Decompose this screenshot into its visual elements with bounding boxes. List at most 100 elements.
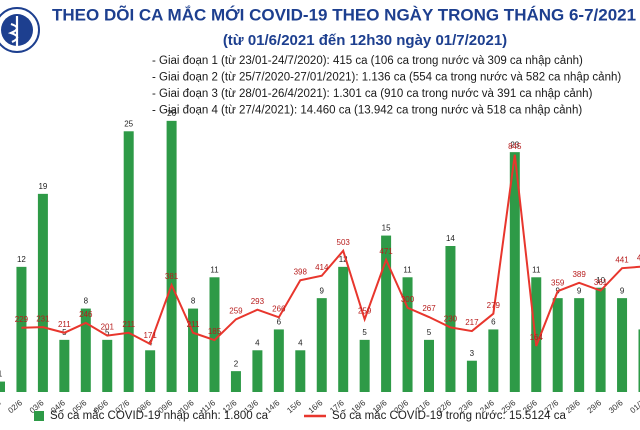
bar	[359, 339, 370, 392]
bar-value-label: 25	[124, 119, 133, 128]
bar-value-label: 3	[470, 349, 475, 358]
bar-value-label: 12	[17, 255, 26, 264]
annotation: - Giai đoạn 3 (từ 28/01-26/4/2021): 1.30…	[152, 88, 593, 100]
bar-value-label: 11	[210, 265, 219, 274]
bar	[230, 371, 241, 392]
line-value-label: 361	[594, 278, 608, 287]
bar-value-label: 23	[510, 140, 519, 149]
bar-value-label: 9	[620, 286, 625, 295]
bar	[424, 339, 434, 392]
line-value-label: 414	[315, 263, 329, 272]
bar	[466, 360, 477, 392]
x-tick-label: 01/6	[0, 398, 3, 415]
bar-value-label: 4	[298, 338, 303, 347]
line-value-label: 211	[187, 320, 200, 329]
bar-value-label: 11	[403, 265, 412, 274]
chart-title: THEO DÕI CA MẮC MỚI COVID-19 THEO NGÀY T…	[52, 4, 636, 24]
line-value-label: 211	[122, 320, 135, 329]
line	[21, 154, 640, 347]
x-tick-label: 30/6	[607, 398, 625, 415]
line-value-label: 217	[465, 318, 479, 327]
bar	[102, 339, 113, 392]
line-value-label: 259	[358, 306, 372, 315]
line-value-label: 229	[15, 315, 29, 324]
line-value-label: 259	[229, 306, 243, 315]
bar	[445, 246, 456, 392]
bar-value-label: 9	[320, 286, 325, 295]
line-value-label: 441	[615, 255, 629, 264]
bar-value-label: 5	[105, 328, 110, 337]
line-value-label: 164	[530, 333, 544, 342]
bar-value-label: 8	[191, 297, 196, 306]
x-tick-label: 15/6	[285, 398, 303, 415]
bar	[145, 350, 156, 392]
legend-swatch	[34, 411, 44, 421]
bar	[166, 120, 177, 392]
bar	[488, 329, 499, 392]
bar	[123, 131, 134, 393]
line-value-label: 389	[572, 270, 586, 279]
line-value-label: 845	[508, 142, 522, 151]
bar-value-label: 4	[255, 338, 260, 347]
x-tick-label: 01/7	[628, 398, 640, 415]
bar	[574, 298, 585, 392]
bar	[595, 287, 606, 392]
bar	[209, 277, 220, 392]
bar-value-label: 5	[362, 328, 367, 337]
line-value-label: 503	[337, 238, 351, 247]
bar-value-label: 10	[596, 276, 605, 285]
bar	[338, 266, 349, 392]
line-value-label: 201	[101, 323, 115, 332]
bar	[617, 298, 628, 392]
bar	[37, 193, 48, 392]
bar	[402, 277, 413, 392]
x-tick-label: 02/6	[6, 398, 24, 415]
bar-value-label: 5	[427, 328, 432, 337]
bar	[80, 308, 91, 392]
bar-value-label: 9	[577, 286, 582, 295]
annotation: - Giai đoạn 1 (từ 23/01-24/7/2020): 415 …	[152, 55, 583, 67]
bar-value-label: 26	[167, 109, 176, 118]
logo	[0, 7, 40, 53]
bar	[509, 152, 520, 392]
bar-value-label: 2	[234, 359, 239, 368]
bar	[273, 329, 284, 392]
line-value-label: 447	[637, 254, 640, 263]
line-value-label: 267	[422, 304, 436, 313]
bar	[16, 266, 27, 392]
bar	[381, 235, 392, 392]
line-value-label: 381	[165, 272, 179, 281]
line-value-label: 279	[487, 301, 501, 310]
line-value-label: 293	[251, 297, 265, 306]
line-value-label: 398	[294, 267, 308, 276]
bar-value-label: 12	[339, 255, 348, 264]
legend-label: Số ca mắc COVID-19 trong nước: 15.5124 c…	[332, 409, 566, 422]
bar	[638, 329, 640, 392]
bar	[531, 277, 542, 392]
line-value-label: 211	[58, 320, 71, 329]
line-value-label: 246	[79, 310, 93, 319]
chart-subtitle: (từ 01/6/2021 đến 12h30 ngày 01/7/2021)	[223, 32, 507, 49]
line-value-label: 359	[551, 278, 565, 287]
bar-value-label: 1	[0, 370, 3, 379]
line-value-label: 266	[272, 304, 286, 313]
line-value-label: 231	[36, 314, 50, 323]
bar	[188, 308, 199, 392]
bar	[0, 381, 5, 392]
bar-value-label: 15	[382, 224, 391, 233]
annotation: - Giai đoạn 4 (từ 27/4/2021): 14.460 ca …	[152, 105, 582, 117]
bar-value-label: 14	[446, 234, 455, 243]
line-value-label: 171	[143, 331, 157, 340]
line-value-label: 300	[401, 295, 415, 304]
line-value-label: 471	[379, 247, 393, 256]
bar-value-label: 6	[277, 318, 282, 327]
bar	[552, 298, 563, 392]
legend-label: Số ca mắc COVID-19 nhập cảnh: 1.800 ca	[50, 409, 269, 422]
bar	[252, 350, 263, 392]
bar-value-label: 6	[491, 318, 496, 327]
x-tick-label: 16/6	[307, 398, 325, 415]
bar	[59, 339, 70, 392]
line-value-label: 230	[444, 315, 458, 324]
bar-value-label: 11	[532, 265, 541, 274]
